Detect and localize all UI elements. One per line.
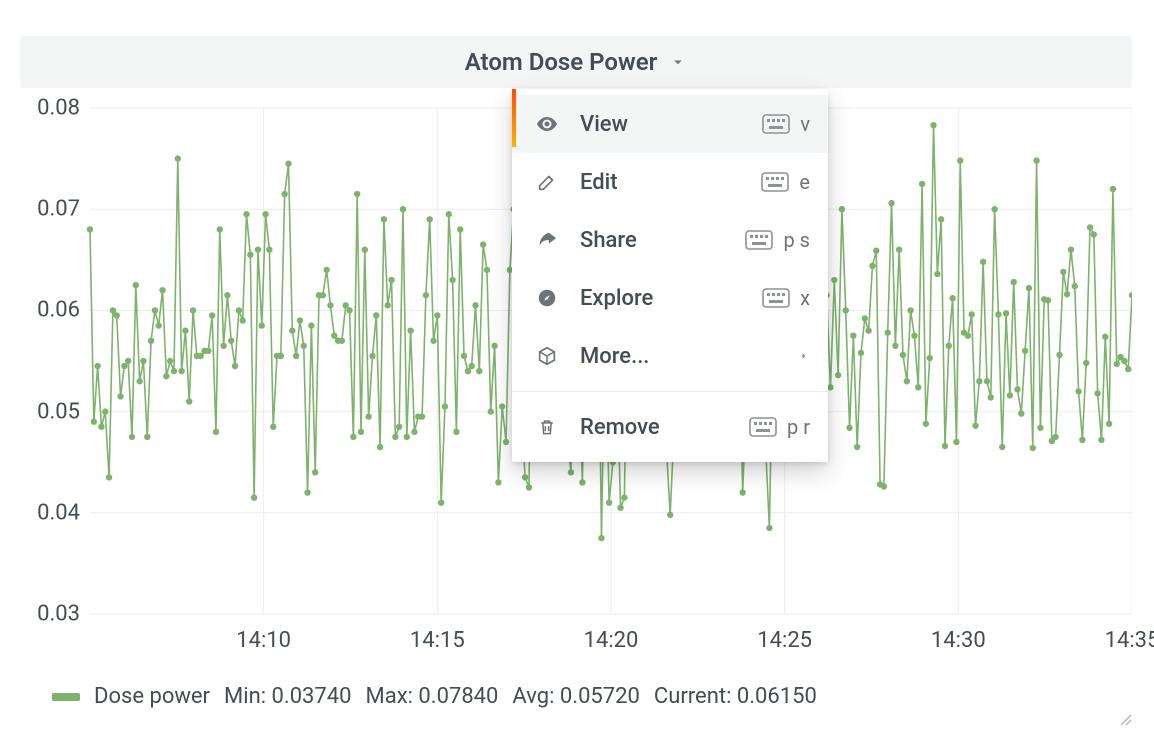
menu-item-label: Share: [580, 228, 745, 253]
chart-legend[interactable]: Dose power Min: 0.03740 Max: 0.07840 Avg…: [52, 684, 817, 709]
resize-handle-icon[interactable]: [1116, 710, 1132, 726]
legend-series-label: Dose power: [94, 684, 210, 709]
menu-item-shortcut: v: [762, 112, 810, 136]
menu-item-label: Remove: [580, 415, 749, 440]
y-axis-tick-label: 0.08: [37, 96, 80, 121]
legend-avg-label: Avg: 0.05720: [512, 684, 639, 709]
menu-item-view[interactable]: View v: [512, 95, 828, 153]
share-icon: [532, 229, 562, 251]
y-axis-tick-label: 0.05: [37, 399, 80, 424]
menu-item-more[interactable]: More...: [512, 327, 828, 385]
menu-accent-bar: [512, 89, 516, 147]
menu-item-shortcut: x: [762, 286, 810, 310]
keyboard-icon: [762, 114, 790, 134]
compass-icon: [532, 287, 562, 309]
chevron-down-icon: [669, 53, 687, 71]
legend-swatch: [52, 693, 80, 701]
panel-context-menu: View v Edit e Shar: [512, 89, 828, 462]
y-axis-tick-label: 0.04: [37, 500, 80, 525]
menu-item-label: View: [580, 112, 762, 137]
menu-item-remove[interactable]: Remove p r: [512, 398, 828, 456]
panel-title-bar[interactable]: Atom Dose Power: [20, 36, 1132, 88]
x-axis-tick-label: 14:10: [236, 628, 291, 653]
menu-item-label: Explore: [580, 286, 762, 311]
menu-item-label: More...: [580, 344, 798, 369]
menu-item-shortcut: p s: [745, 228, 810, 252]
x-axis-tick-label: 14:35: [1105, 628, 1154, 653]
chevron-right-icon: [798, 350, 810, 362]
menu-item-explore[interactable]: Explore x: [512, 269, 828, 327]
panel-title: Atom Dose Power: [465, 48, 658, 76]
menu-item-shortcut: p r: [749, 415, 810, 439]
trash-icon: [532, 416, 562, 438]
y-axis-tick-label: 0.06: [37, 298, 80, 323]
menu-item-shortcut: e: [761, 170, 810, 194]
legend-current-label: Current: 0.06150: [654, 684, 817, 709]
menu-divider: [512, 391, 828, 392]
edit-icon: [532, 171, 562, 193]
x-axis-tick-label: 14:30: [931, 628, 986, 653]
legend-max-label: Max: 0.07840: [366, 684, 499, 709]
menu-item-share[interactable]: Share p s: [512, 211, 828, 269]
keyboard-icon: [749, 417, 777, 437]
x-axis-tick-label: 14:25: [757, 628, 812, 653]
cube-icon: [532, 345, 562, 367]
keyboard-icon: [762, 288, 790, 308]
x-axis-tick-label: 14:15: [410, 628, 465, 653]
menu-item-edit[interactable]: Edit e: [512, 153, 828, 211]
y-axis-tick-label: 0.03: [37, 602, 80, 627]
chart-panel: Atom Dose Power 0.03 0.04 0.05 0.06 0.07 0.08…: [20, 36, 1132, 726]
legend-min-label: Min: 0.03740: [224, 684, 352, 709]
keyboard-icon: [745, 230, 773, 250]
x-axis-tick-label: 14:20: [584, 628, 639, 653]
y-axis-tick-label: 0.07: [37, 197, 80, 222]
keyboard-icon: [761, 172, 789, 192]
menu-item-label: Edit: [580, 170, 761, 195]
eye-icon: [532, 112, 562, 136]
